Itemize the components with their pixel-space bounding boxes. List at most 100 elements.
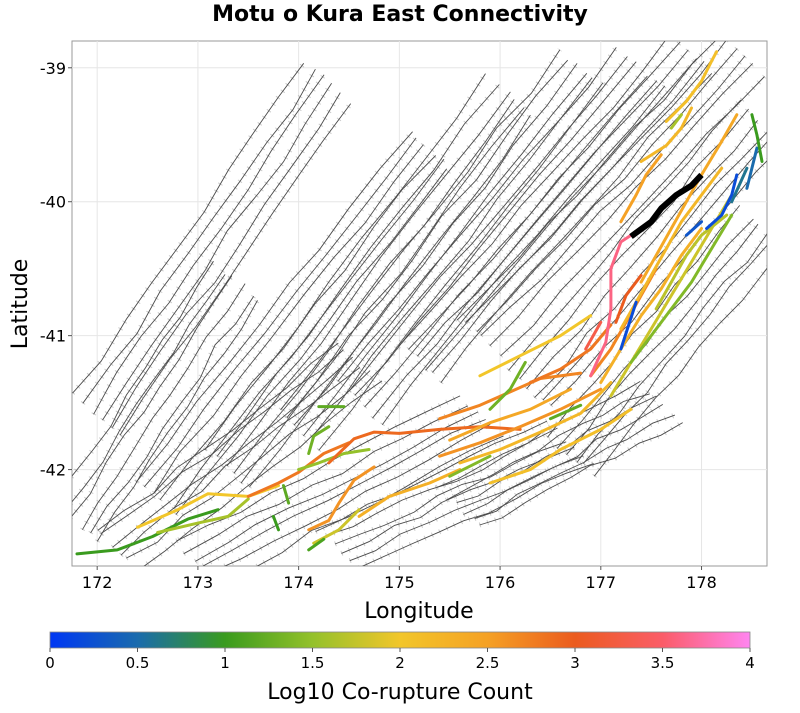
section-wair-5 [458,381,613,465]
section-wair-6 [488,407,633,485]
fault-trace [226,91,511,467]
colorbar-tick-label: 1.5 [301,654,325,672]
x-tick-label: 174 [283,573,314,592]
fault-trace [476,48,738,333]
section-east-14 [614,273,643,324]
fault-trace [364,75,648,408]
fault-trace [432,61,705,373]
colorbar-ticks: 0 0.5 1 1.5 2 2.5 3 3.5 4 [45,648,755,672]
fault-trace [325,427,558,536]
fault-trace [111,92,341,429]
fault-trace [465,41,727,323]
fault-trace [526,120,758,390]
fault-trace [82,283,246,530]
colorbar-tick-label: 3 [570,654,580,672]
colorbar-label: Log10 Co-rupture Count [267,680,533,705]
highlighted-section [629,172,704,239]
y-tick-label: -41 [40,327,66,346]
section-east-19 [664,50,719,123]
fault-trace [204,73,486,451]
section-east-17 [619,153,663,224]
fault-trace [100,349,344,534]
fault-trace [341,446,575,554]
section-wair-2 [438,371,583,421]
fault-trace [315,420,548,532]
section-east-2 [599,227,703,384]
fault-trace [381,85,666,425]
section-west-5 [282,484,291,505]
fault-trace [547,205,741,438]
fault-trace [82,68,316,404]
section-mid-2 [357,468,462,518]
fault-trace [474,414,676,520]
fault-trace [311,77,593,438]
colorbar-tick-label: 4 [745,654,755,672]
y-axis-label: Latitude [8,259,33,350]
fault-trace [102,83,332,421]
section-wair-8 [478,314,593,378]
section-east-18 [639,106,693,163]
fault-trace [143,137,417,488]
fault-trace [500,76,765,357]
colorbar-tick-label: 0.5 [126,654,150,672]
fault-trace [135,131,413,483]
section-east-16 [589,233,633,378]
fault-trace [489,63,754,347]
fault-trace [93,74,325,415]
section-mid-5 [307,425,331,455]
fault-trace [120,367,361,556]
fault-trace [119,103,352,436]
section-west-4 [246,441,351,498]
chart-title: Motu o Kura East Connectivity [212,2,588,27]
fault-trace [195,411,479,562]
x-tick-label: 172 [82,573,113,592]
section-wair-7 [448,454,492,478]
fault-trace [286,59,569,418]
colorbar-tick-label: 2 [395,654,405,672]
fault-trace [440,73,713,383]
fault-trace [96,300,258,542]
x-tick-label: 175 [384,573,415,592]
fault-trace [566,223,759,455]
fault-trace [361,463,594,566]
x-tick-label: 177 [586,573,617,592]
section-east-9 [684,220,703,237]
fault-trace [582,244,767,464]
fault-trace [593,267,767,477]
fault-trace [519,108,749,380]
fault-trace [202,419,486,566]
section-east-10 [705,173,739,230]
fault-trace [280,49,561,411]
x-axis-label: Longitude [364,599,473,624]
colorbar-tick-label: 1 [220,654,230,672]
section-east-11 [745,146,759,190]
section-west-3 [156,497,250,534]
fault-trace [112,356,353,548]
fault-trace [72,274,226,503]
section-east-7 [654,213,729,311]
section-wair-9 [528,323,613,384]
fault-trace [256,435,504,566]
y-tick-label: -42 [40,461,66,480]
y-tick-label: -40 [40,193,66,212]
x-axis-ticks: 172 173 174 175 176 177 178 [82,566,717,592]
x-tick-label: 176 [485,573,516,592]
y-tick-label: -39 [40,59,66,78]
section-east-8 [730,166,749,204]
fault-trace [97,342,339,531]
fault-trace [337,47,617,382]
fault-trace [417,49,689,357]
fault-trace [463,404,664,515]
section-wair-10 [488,360,527,411]
section-east-4 [629,213,734,364]
fault-trace [334,441,567,545]
fault-trace [223,423,491,566]
section-mid-4 [297,448,371,472]
section-wair-3 [448,387,573,442]
x-tick-label: 173 [183,573,214,592]
section-wair-4 [438,387,603,458]
fault-trace [480,55,746,336]
colorbar-tick-label: 3.5 [651,654,675,672]
section-mid-1 [307,465,376,532]
fault-trace [456,41,716,321]
